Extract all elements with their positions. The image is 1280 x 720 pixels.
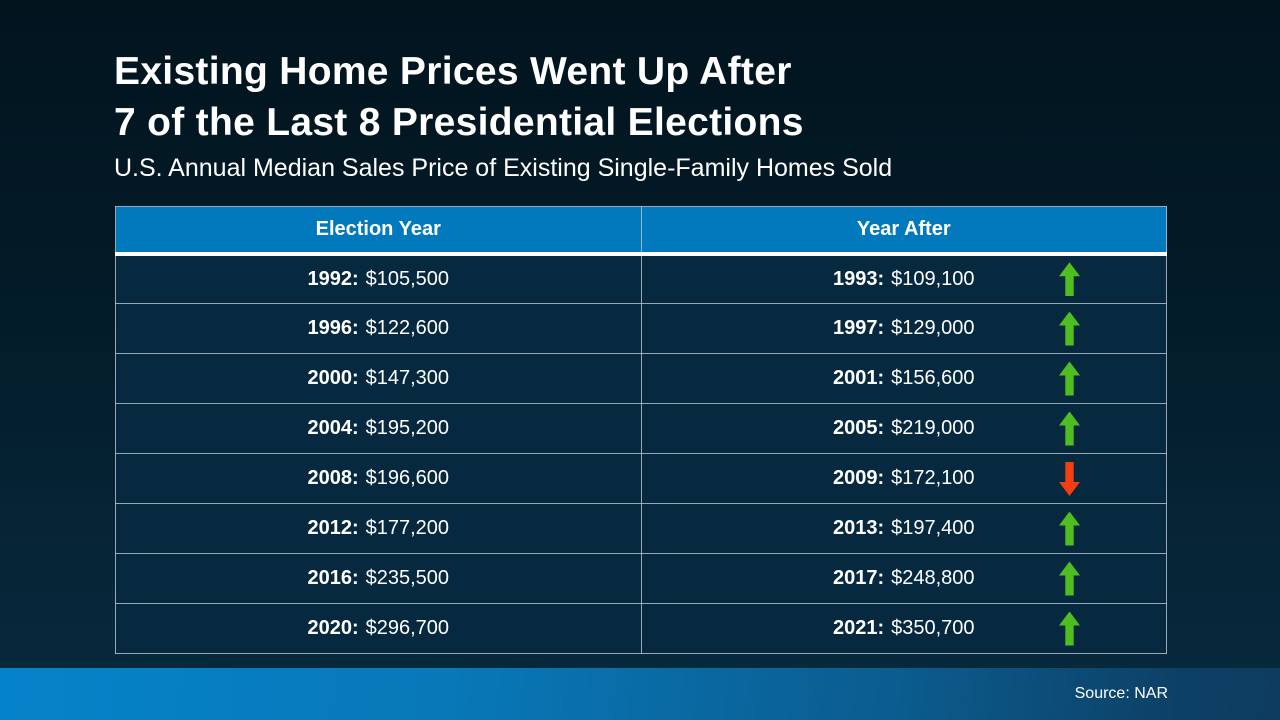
after-year: 2021: xyxy=(832,617,885,639)
after-price: $350,700 xyxy=(891,617,975,639)
trend-arrow-icon xyxy=(1059,611,1080,646)
table-row: 2020: $296,700 2021: $350,700 xyxy=(115,603,1167,654)
trend-arrow-icon xyxy=(1059,361,1080,396)
page-subtitle: U.S. Annual Median Sales Price of Existi… xyxy=(114,154,893,182)
column-header-year-after: Year After xyxy=(640,206,1167,256)
after-year: 2005: xyxy=(832,417,885,439)
table-row: 2008: $196,600 2009: $172,100 xyxy=(115,453,1167,504)
table-row: 2016: $235,500 2017: $248,800 xyxy=(115,553,1167,604)
election-price: $296,700 xyxy=(365,617,450,639)
election-year: 2012: xyxy=(307,517,359,539)
column-header-election-year: Election Year xyxy=(115,206,642,256)
trend-arrow-icon xyxy=(1059,511,1080,546)
trend-arrow-icon xyxy=(1059,411,1080,446)
after-price: $109,100 xyxy=(891,267,975,290)
after-price: $219,000 xyxy=(891,417,975,439)
year-after-cell: 1993: $109,100 xyxy=(640,253,1167,304)
year-after-cell: 2017: $248,800 xyxy=(640,553,1167,604)
after-year: 2009: xyxy=(832,467,885,489)
election-year-cell: 1996: $122,600 xyxy=(115,303,642,354)
table-row: 1996: $122,600 1997: $129,000 xyxy=(115,303,1167,354)
table-row: 2012: $177,200 2013: $197,400 xyxy=(115,503,1167,554)
election-year-cell: 2016: $235,500 xyxy=(115,553,642,604)
trend-arrow-icon xyxy=(1059,262,1080,297)
election-year-cell: 2020: $296,700 xyxy=(115,603,642,654)
election-year-cell: 1992: $105,500 xyxy=(115,253,642,304)
election-year: 1992: xyxy=(307,267,359,290)
table-row: 2000: $147,300 2001: $156,600 xyxy=(115,353,1167,404)
after-year: 2001: xyxy=(832,367,885,389)
election-year: 2008: xyxy=(307,467,359,489)
election-price: $105,500 xyxy=(365,267,450,290)
election-year-cell: 2004: $195,200 xyxy=(115,403,642,454)
after-price: $129,000 xyxy=(891,317,975,339)
election-price: $235,500 xyxy=(365,567,450,589)
trend-arrow-icon xyxy=(1059,561,1080,596)
after-year: 2017: xyxy=(832,567,885,589)
election-price: $122,600 xyxy=(365,317,450,339)
after-price: $172,100 xyxy=(891,467,975,489)
table-row: 2004: $195,200 2005: $219,000 xyxy=(115,403,1167,454)
title-line-2: 7 of the Last 8 Presidential Elections xyxy=(114,101,804,144)
bottom-bar: Source: NAR xyxy=(0,668,1280,720)
election-year: 2004: xyxy=(307,417,359,439)
trend-arrow-icon xyxy=(1059,311,1080,346)
year-after-cell: 2021: $350,700 xyxy=(640,603,1167,654)
after-price: $156,600 xyxy=(891,367,975,389)
election-year-cell: 2012: $177,200 xyxy=(115,503,642,554)
table-header-row: Election Year Year After xyxy=(115,206,1167,256)
year-after-cell: 2001: $156,600 xyxy=(640,353,1167,404)
year-after-cell: 2013: $197,400 xyxy=(640,503,1167,554)
after-price: $197,400 xyxy=(891,517,975,539)
home-price-table: Election Year Year After 1992: $105,500 1… xyxy=(115,206,1167,654)
page-title: Existing Home Prices Went Up After 7 of t… xyxy=(114,46,804,148)
election-price: $195,200 xyxy=(365,417,450,439)
election-year: 2016: xyxy=(307,567,359,589)
election-year-cell: 2000: $147,300 xyxy=(115,353,642,404)
election-year: 2020: xyxy=(307,617,359,639)
year-after-cell: 2005: $219,000 xyxy=(640,403,1167,454)
table-row: 1992: $105,500 1993: $109,100 xyxy=(115,253,1167,304)
year-after-cell: 2009: $172,100 xyxy=(640,453,1167,504)
election-price: $147,300 xyxy=(365,367,450,389)
election-price: $196,600 xyxy=(365,467,450,489)
trend-arrow-icon xyxy=(1059,462,1080,496)
year-after-cell: 1997: $129,000 xyxy=(640,303,1167,354)
election-price: $177,200 xyxy=(365,517,450,539)
title-line-1: Existing Home Prices Went Up After xyxy=(114,50,792,93)
election-year: 2000: xyxy=(307,367,359,389)
after-year: 2013: xyxy=(832,517,885,539)
after-price: $248,800 xyxy=(891,567,975,589)
election-year-cell: 2008: $196,600 xyxy=(115,453,642,504)
after-year: 1993: xyxy=(832,267,885,290)
election-year: 1996: xyxy=(307,317,359,339)
source-attribution: Source: NAR xyxy=(1074,685,1168,702)
after-year: 1997: xyxy=(832,317,885,339)
